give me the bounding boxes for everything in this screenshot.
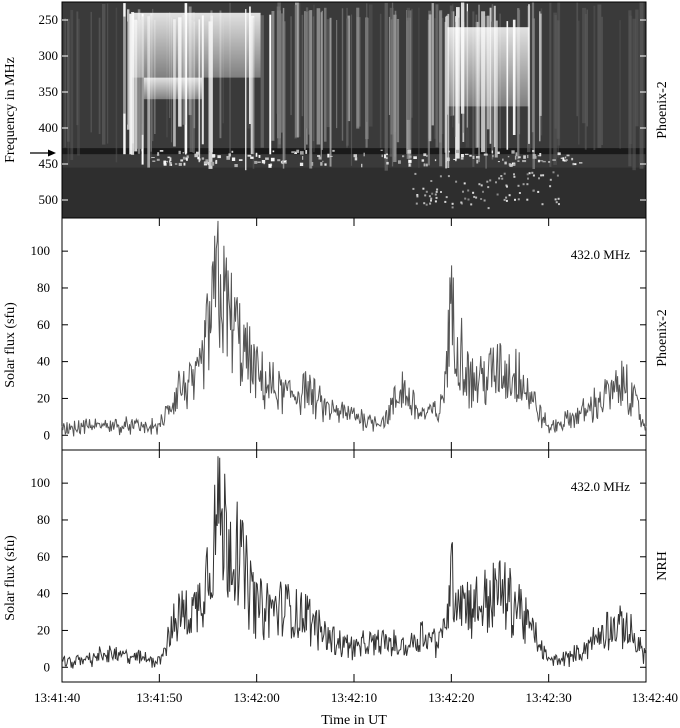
time-axis-tick-labels: 13:41:40 13:41:50 13:42:00 13:42:10 13:42:20… — [34, 690, 678, 705]
spectrogram-panel: 250 300 350 400 450 500 Frequency in MHz Phoe… — [3, 1, 670, 219]
phoenix-flux-frame — [61, 217, 647, 451]
phoenix-flux-instrument-label: Phoenix-2 — [655, 309, 670, 367]
y-tick-label: 40 — [37, 586, 50, 601]
y-tick-label: 20 — [37, 622, 50, 637]
nrh-flux-frequency-label: 432.0 MHz — [571, 479, 630, 494]
spectrogram-y-ticks: 250 300 350 400 450 500 — [39, 12, 646, 207]
phoenix-flux-series-line — [61, 220, 647, 437]
nrh-flux-x-ticks — [61, 450, 647, 682]
phoenix-flux-y-label: Solar flux (sfu) — [3, 302, 18, 388]
spectrogram-y-tick-label: 400 — [39, 120, 59, 135]
time-axis-tick-label: 13:42:30 — [526, 690, 572, 705]
y-tick-label: 100 — [31, 243, 51, 258]
spectrogram-y-tick-label: 450 — [39, 156, 59, 171]
nrh-flux-y-ticks: 0 20 40 60 80 100 — [31, 475, 646, 674]
phoenix-flux-x-ticks — [61, 218, 647, 450]
spectrogram-y-tick-label: 250 — [39, 12, 59, 27]
nrh-flux-y-label: Solar flux (sfu) — [3, 535, 18, 621]
time-axis-label: Time in UT — [321, 713, 387, 728]
spectrogram-image — [62, 2, 646, 218]
spectrogram-y-tick-label: 350 — [39, 84, 59, 99]
time-axis-tick-label: 13:42:20 — [428, 690, 474, 705]
time-axis-tick-label: 13:41:50 — [136, 690, 182, 705]
spectrogram-y-label: Frequency in MHz — [3, 57, 18, 163]
spectrogram-instrument-label: Phoenix-2 — [655, 81, 670, 139]
y-tick-label: 0 — [44, 427, 51, 442]
y-tick-label: 40 — [37, 354, 50, 369]
time-axis-tick-label: 13:41:40 — [34, 690, 80, 705]
marked-frequency-arrow — [30, 149, 56, 157]
nrh-flux-instrument-label: NRH — [655, 551, 670, 581]
y-tick-label: 60 — [37, 549, 50, 564]
time-axis-tick-label: 13:42:00 — [234, 690, 280, 705]
time-axis-tick-label: 13:42:10 — [331, 690, 377, 705]
y-tick-label: 80 — [37, 512, 50, 527]
y-tick-label: 100 — [31, 475, 51, 490]
y-tick-label: 80 — [37, 280, 50, 295]
spectrogram-y-tick-label: 300 — [39, 48, 59, 63]
phoenix-flux-y-ticks: 0 20 40 60 80 100 — [31, 243, 646, 442]
spectrogram-y-tick-label: 500 — [39, 192, 59, 207]
y-tick-label: 0 — [44, 659, 51, 674]
phoenix-flux-frequency-label: 432.0 MHz — [571, 247, 630, 262]
time-axis-tick-label: 13:42:40 — [632, 690, 678, 705]
y-tick-label: 20 — [37, 390, 50, 405]
y-tick-label: 60 — [37, 317, 50, 332]
nrh-flux-series-line — [61, 456, 647, 669]
